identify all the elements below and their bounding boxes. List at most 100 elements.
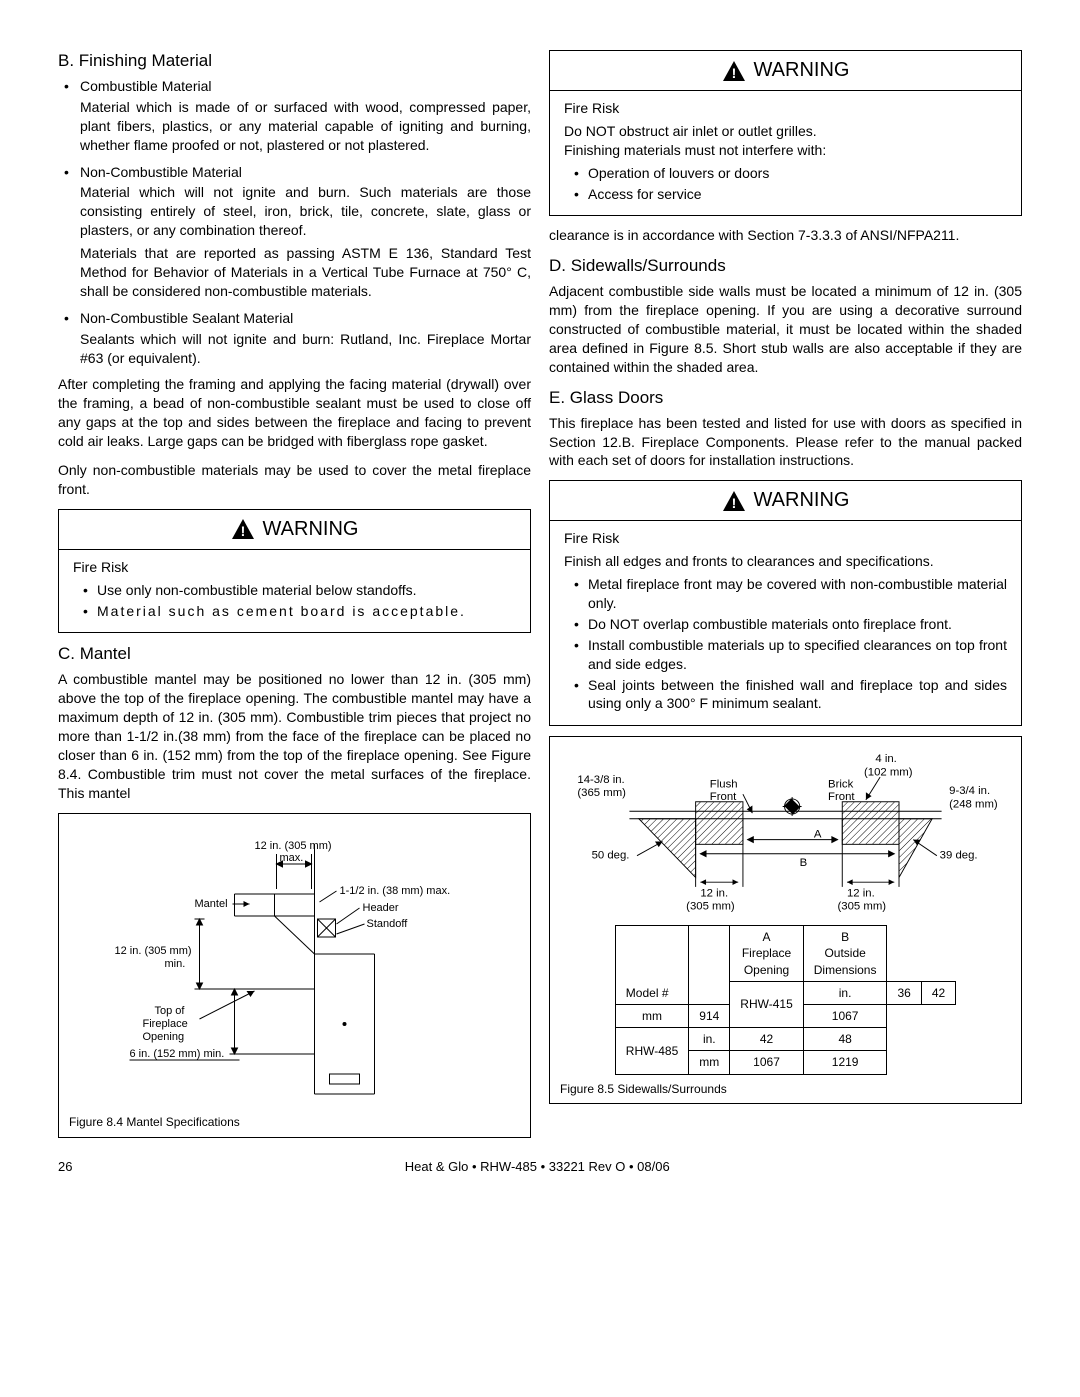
- footer-text: Heat & Glo • RHW-485 • 33221 Rev O • 08/…: [405, 1158, 670, 1176]
- dimensions-table: Model # AFireplaceOpening BOutsideDimens…: [615, 925, 956, 1074]
- svg-text:Mantel: Mantel: [195, 898, 228, 910]
- fig85-caption: Figure 8.5 Sidewalls/Surrounds: [550, 1075, 1021, 1103]
- mantel-diagram: 12 in. (305 mm) max. 1-1/2 in. (38 mm) m…: [59, 824, 530, 1104]
- noncombustible-head: Non-Combustible Material: [80, 163, 531, 182]
- svg-text:Standoff: Standoff: [367, 918, 409, 930]
- left-column: B. Finishing Material Combustible Materi…: [58, 50, 531, 1138]
- cell: 914: [689, 1005, 730, 1028]
- warn-item: Seal joints between the finished wall an…: [564, 676, 1007, 714]
- warn-list: Metal fireplace front may be covered wit…: [564, 575, 1007, 713]
- cell: 42: [730, 1028, 803, 1051]
- svg-text:Front: Front: [828, 791, 855, 803]
- svg-text:9-3/4 in.: 9-3/4 in.: [949, 786, 990, 798]
- warn-text: Finishing materials must not interfere w…: [564, 141, 1007, 160]
- svg-text:4 in.: 4 in.: [875, 753, 896, 765]
- warning-title: WARNING: [263, 516, 359, 543]
- e-text: This fireplace has been tested and liste…: [549, 414, 1022, 471]
- cell: RHW-485: [615, 1028, 688, 1074]
- svg-text:(102 mm): (102 mm): [864, 767, 913, 779]
- svg-text:Flush: Flush: [710, 779, 738, 791]
- svg-text:!: !: [240, 523, 245, 539]
- warning-box-left: ! WARNING Fire Risk Use only non-combust…: [58, 509, 531, 634]
- warn-item: Use only non-combustible material below …: [73, 581, 516, 600]
- svg-text:12 in. (305 mm): 12 in. (305 mm): [115, 945, 192, 957]
- svg-text:Fireplace: Fireplace: [143, 1018, 188, 1030]
- svg-text:(305 mm): (305 mm): [686, 901, 735, 913]
- svg-text:6 in. (152 mm) min.: 6 in. (152 mm) min.: [130, 1048, 225, 1060]
- fire-risk-label: Fire Risk: [73, 558, 516, 577]
- fire-risk-label: Fire Risk: [564, 529, 1007, 548]
- svg-text:A: A: [814, 829, 822, 841]
- warn-item: Do NOT overlap combustible materials ont…: [564, 615, 1007, 634]
- svg-text:B: B: [800, 857, 808, 869]
- material-list: Combustible Material Material which is m…: [58, 77, 531, 367]
- cell: RHW-415: [730, 981, 803, 1027]
- svg-text:Header: Header: [363, 902, 399, 914]
- combustible-text: Material which is made of or surfaced wi…: [80, 98, 531, 155]
- svg-text:Top of: Top of: [155, 1005, 186, 1017]
- th-model: Model #: [615, 926, 688, 1005]
- svg-text:min.: min.: [165, 958, 186, 970]
- warning-icon: !: [231, 518, 255, 540]
- after-text: After completing the framing and applyin…: [58, 375, 531, 451]
- sealant-item: Non-Combustible Sealant Material Sealant…: [58, 309, 531, 368]
- svg-text:1-1/2 in. (38 mm) max.: 1-1/2 in. (38 mm) max.: [340, 885, 451, 897]
- cell: mm: [689, 1051, 730, 1074]
- svg-text:!: !: [731, 495, 736, 511]
- warn-item: Metal fireplace front may be covered wit…: [564, 575, 1007, 613]
- fire-risk-label: Fire Risk: [564, 99, 1007, 118]
- noncombustible-text2: Materials that are reported as passing A…: [80, 244, 531, 301]
- svg-text:(305 mm): (305 mm): [838, 901, 887, 913]
- warn-list: Operation of louvers or doors Access for…: [564, 164, 1007, 204]
- page-number: 26: [58, 1158, 72, 1176]
- heading-c: C. Mantel: [58, 643, 531, 666]
- cell: 48: [803, 1028, 887, 1051]
- warn-text: Finish all edges and fronts to clearance…: [564, 552, 1007, 571]
- noncombustible-item: Non-Combustible Material Material which …: [58, 163, 531, 301]
- svg-text:(248 mm): (248 mm): [949, 799, 998, 811]
- svg-text:(365 mm): (365 mm): [577, 787, 626, 799]
- cell: mm: [615, 1005, 688, 1028]
- sealant-head: Non-Combustible Sealant Material: [80, 309, 531, 328]
- page-footer: 26 Heat & Glo • RHW-485 • 33221 Rev O • …: [58, 1158, 1022, 1176]
- warning-body: Fire Risk Do NOT obstruct air inlet or o…: [550, 91, 1021, 215]
- warning-title: WARNING: [754, 57, 850, 84]
- cell: in.: [803, 981, 887, 1004]
- svg-text:39 deg.: 39 deg.: [940, 850, 978, 862]
- noncombustible-text: Material which will not ignite and burn.…: [80, 183, 531, 240]
- heading-e: E. Glass Doors: [549, 387, 1022, 410]
- svg-text:!: !: [731, 65, 736, 81]
- clearance-text: clearance is in accordance with Section …: [549, 226, 1022, 245]
- cell: in.: [689, 1028, 730, 1051]
- warning-box-r1: ! WARNING Fire Risk Do NOT obstruct air …: [549, 50, 1022, 216]
- warning-body: Fire Risk Use only non-combustible mater…: [59, 550, 530, 633]
- warn-text: Do NOT obstruct air inlet or outlet gril…: [564, 122, 1007, 141]
- cell: 1067: [730, 1051, 803, 1074]
- warning-icon: !: [722, 60, 746, 82]
- warn-item: Install combustible materials up to spec…: [564, 636, 1007, 674]
- sidewall-diagram: 14-3/8 in.(365 mm) 4 in. (102 mm) Flush Fr…: [558, 745, 1013, 920]
- svg-text:14-3/8 in.: 14-3/8 in.: [577, 774, 624, 786]
- right-column: ! WARNING Fire Risk Do NOT obstruct air …: [549, 50, 1022, 1138]
- warn-item: Access for service: [564, 185, 1007, 204]
- cell: 42: [921, 981, 955, 1004]
- svg-text:12 in.: 12 in.: [700, 888, 728, 900]
- heading-b: B. Finishing Material: [58, 50, 531, 73]
- heading-d: D. Sidewalls/Surrounds: [549, 255, 1022, 278]
- sealant-text: Sealants which will not ignite and burn:…: [80, 330, 531, 368]
- combustible-item: Combustible Material Material which is m…: [58, 77, 531, 155]
- warning-icon: !: [722, 490, 746, 512]
- mantel-text: A combustible mantel may be positioned n…: [58, 670, 531, 802]
- warning-list: Use only non-combustible material below …: [73, 581, 516, 621]
- svg-text:max.: max.: [280, 852, 304, 864]
- warning-box-r2: ! WARNING Fire Risk Finish all edges and…: [549, 480, 1022, 726]
- warn-item: Material such as cement board is accepta…: [73, 602, 516, 621]
- fig84-caption: Figure 8.4 Mantel Speciﬁcations: [59, 1108, 530, 1136]
- page-columns: B. Finishing Material Combustible Materi…: [58, 50, 1022, 1138]
- svg-text:50 deg.: 50 deg.: [592, 850, 630, 862]
- cell: 1219: [803, 1051, 887, 1074]
- warning-body: Fire Risk Finish all edges and fronts to…: [550, 521, 1021, 725]
- svg-text:Brick: Brick: [828, 779, 854, 791]
- cell: 1067: [803, 1005, 887, 1028]
- only-text: Only non-combustible materials may be us…: [58, 461, 531, 499]
